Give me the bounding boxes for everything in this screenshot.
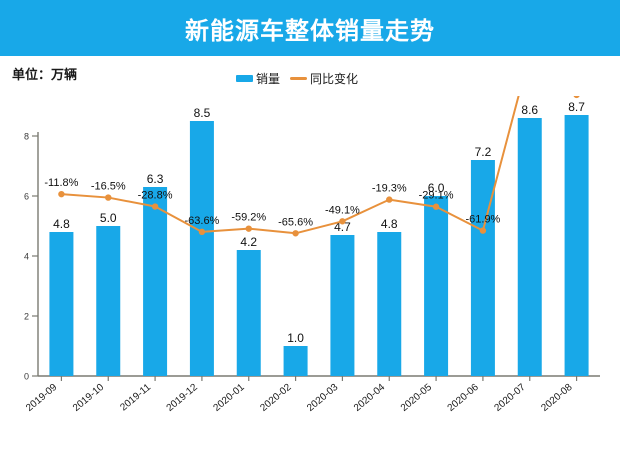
legend-item-sales[interactable]: 销量 [236, 70, 280, 87]
x-axis-tick-label: 2020-01 [211, 382, 247, 414]
line-data-point[interactable] [245, 225, 252, 232]
legend-swatch-line-icon [290, 77, 308, 80]
x-axis-tick-label: 2019-11 [118, 382, 153, 414]
bar-value-label: 5.0 [100, 211, 117, 225]
bar[interactable] [330, 235, 355, 376]
line-value-label: -28.8% [138, 190, 173, 202]
line-data-point[interactable] [339, 218, 346, 225]
line-data-point[interactable] [292, 230, 299, 237]
bar-value-label: 8.7 [568, 100, 585, 114]
bar-series [49, 115, 589, 376]
line-value-label: -63.6% [184, 215, 219, 227]
chart-canvas: 0 2 4 6 8 2019-09 2019-10 2019-11 2019-12 2020-0… [24, 96, 600, 414]
bar-value-label: 1.0 [287, 331, 304, 345]
line-value-label: -11.8% [44, 177, 78, 189]
bar-value-label: 4.7 [334, 220, 351, 234]
bar-value-label: 7.2 [475, 145, 492, 159]
x-axis-tick-label: 2020-05 [399, 382, 435, 414]
bar-value-label: 8.6 [521, 103, 538, 117]
y-axis-tick-label: 2 [24, 312, 29, 322]
line-data-point[interactable] [58, 190, 65, 198]
x-axis-tick-label: 2020-07 [492, 382, 528, 414]
line-data-point[interactable] [151, 203, 159, 210]
line-value-label: -61.9% [465, 214, 500, 226]
bar-value-label: 6.3 [147, 172, 164, 186]
line-data-point[interactable] [105, 194, 112, 201]
line-series [58, 96, 580, 237]
bar[interactable] [49, 232, 74, 376]
line-data-point[interactable] [432, 203, 440, 210]
x-axis-tick-label: 2019-12 [165, 382, 201, 414]
line-value-label: -16.5% [91, 181, 126, 193]
bar[interactable] [236, 250, 261, 376]
x-axis-tick-label: 2020-08 [539, 382, 575, 414]
title-banner: 新能源车整体销量走势 [0, 0, 620, 56]
x-axis-tick-label: 2019-10 [71, 382, 107, 414]
x-axis-tick-label: 2020-03 [305, 382, 341, 414]
chart-plot-area: 0 2 4 6 8 2019-09 2019-10 2019-11 2019-12 2020-0… [0, 96, 620, 465]
x-axis-tick-label: 2020-06 [446, 382, 482, 414]
bar[interactable] [189, 121, 214, 376]
line-value-label: -19.3% [372, 183, 407, 195]
x-axis: 2019-09 2019-10 2019-11 2019-12 2020-01 2020-… [24, 375, 600, 414]
legend-label-sales: 销量 [256, 72, 281, 86]
x-axis-tick-label: 2020-04 [352, 382, 388, 414]
chart-legend: 销量 同比变化 [236, 70, 358, 87]
line-data-point[interactable] [479, 227, 487, 234]
bar[interactable] [564, 115, 589, 376]
line-value-label: -49.1% [325, 204, 360, 216]
line-value-label: -59.2% [231, 212, 266, 224]
x-axis-tick-label: 2020-02 [258, 382, 294, 414]
bar-value-label: 4.8 [53, 217, 70, 231]
bar[interactable] [470, 160, 495, 376]
bar-value-labels: 4.8 5.0 6.3 8.5 4.2 1.0 4.7 4.8 6.0 7.2 8.6 8.7 [53, 100, 585, 345]
line-value-label: -29.1% [419, 190, 454, 202]
unit-label: 单位：万辆 [12, 68, 78, 83]
bar[interactable] [517, 118, 542, 376]
bar-value-label: 8.5 [194, 106, 211, 120]
bar-value-label: 4.2 [240, 235, 257, 249]
bar-value-label: 6.0 [428, 181, 445, 195]
bar[interactable] [424, 196, 449, 376]
line-data-point[interactable] [573, 96, 580, 99]
legend-label-yoy: 同比变化 [310, 72, 359, 86]
bar[interactable] [283, 346, 308, 376]
x-axis-tick-label: 2019-09 [24, 382, 60, 414]
line-data-point[interactable] [198, 228, 206, 236]
line-value-labels: -11.8% -16.5% -28.8% -63.6% -59.2% -65.6% -49.… [44, 177, 500, 228]
y-axis-tick-label: 8 [24, 132, 29, 142]
legend-item-yoy[interactable]: 同比变化 [290, 70, 358, 87]
y-axis-tick-label: 0 [24, 372, 29, 382]
y-axis-tick-label: 4 [24, 252, 29, 262]
y-axis: 0 2 4 6 8 [24, 132, 39, 382]
bar-value-label: 4.8 [381, 217, 398, 231]
line-value-label: -65.6% [278, 216, 313, 228]
y-axis-tick-label: 6 [24, 192, 29, 202]
legend-swatch-bar-icon [236, 75, 253, 82]
bar[interactable] [96, 226, 121, 376]
page-title: 新能源车整体销量走势 [185, 16, 435, 45]
line-data-point[interactable] [386, 196, 393, 203]
trend-line [60, 96, 520, 235]
bar[interactable] [143, 187, 168, 376]
bar[interactable] [377, 232, 402, 376]
